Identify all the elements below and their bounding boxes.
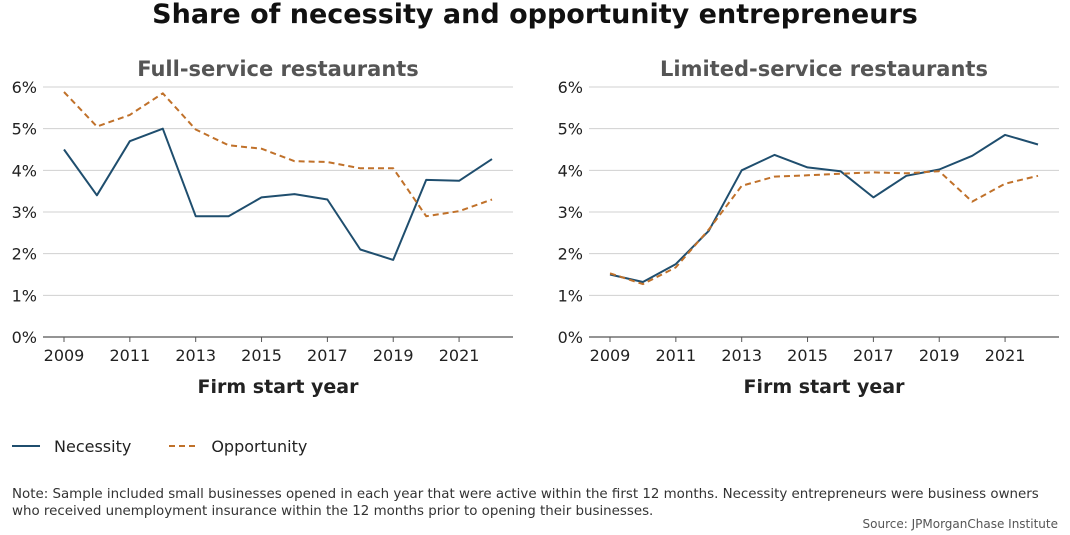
y-tick-label: 6% <box>558 78 583 97</box>
y-tick-label: 2% <box>558 245 583 264</box>
x-tick-label: 2015 <box>787 346 828 365</box>
y-tick-label: 6% <box>12 78 37 97</box>
x-tick-label: 2009 <box>590 346 631 365</box>
y-tick-label: 0% <box>12 328 37 347</box>
series-line-necessity <box>609 133 1039 283</box>
x-axis-label: Firm start year <box>197 376 359 398</box>
x-tick-label: 2017 <box>307 346 348 365</box>
y-tick-label: 4% <box>12 161 37 180</box>
footnote: Note: Sample included small businesses o… <box>12 487 1039 519</box>
legend: Necessity Opportunity <box>12 436 345 456</box>
y-tick-label: 3% <box>12 203 37 222</box>
chart-limited-service: Limited-service restaurants 0% 1% 2% 3% 4% 5% 6… <box>558 57 1059 398</box>
y-tick-label: 3% <box>558 203 583 222</box>
series-line-opportunity <box>63 91 493 218</box>
x-tick-label: 2011 <box>655 346 696 365</box>
y-tick-label: 2% <box>12 245 37 264</box>
chart-full-service: Full-service restaurants 0% 1% 2% 3% 4% 5% 6% 20… <box>12 57 513 398</box>
x-tick-label: 2021 <box>985 346 1026 365</box>
legend-label-opportunity: Opportunity <box>211 436 308 456</box>
x-tick-label: 2009 <box>44 346 85 365</box>
y-tick-label: 4% <box>558 161 583 180</box>
y-tick-label: 1% <box>12 286 37 305</box>
x-tick-label: 2015 <box>241 346 282 365</box>
x-tick-label: 2013 <box>721 346 762 365</box>
x-tick-label: 2021 <box>439 346 480 365</box>
series-line-necessity <box>63 127 493 261</box>
legend-label-necessity: Necessity <box>54 436 132 456</box>
x-tick-label: 2011 <box>109 346 150 365</box>
panel-title: Full-service restaurants <box>137 57 419 81</box>
legend-item-opportunity: Opportunity <box>169 437 307 456</box>
x-tick-label: 2019 <box>919 346 960 365</box>
legend-item-necessity: Necessity <box>12 437 131 456</box>
x-tick-label: 2017 <box>853 346 894 365</box>
y-tick-label: 5% <box>12 120 37 139</box>
y-tick-label: 0% <box>558 328 583 347</box>
legend-swatch-opportunity <box>169 445 198 447</box>
x-tick-label: 2019 <box>373 346 414 365</box>
legend-swatch-necessity <box>12 445 40 447</box>
series-line-opportunity <box>609 170 1039 286</box>
x-tick-label: 2013 <box>175 346 216 365</box>
y-tick-label: 1% <box>558 286 583 305</box>
x-axis-label: Firm start year <box>743 376 905 398</box>
source-credit: Source: JPMorganChase Institute <box>862 517 1058 531</box>
chart-title: Share of necessity and opportunity entre… <box>152 0 918 30</box>
panel-title: Limited-service restaurants <box>660 57 988 81</box>
y-tick-label: 5% <box>558 120 583 139</box>
